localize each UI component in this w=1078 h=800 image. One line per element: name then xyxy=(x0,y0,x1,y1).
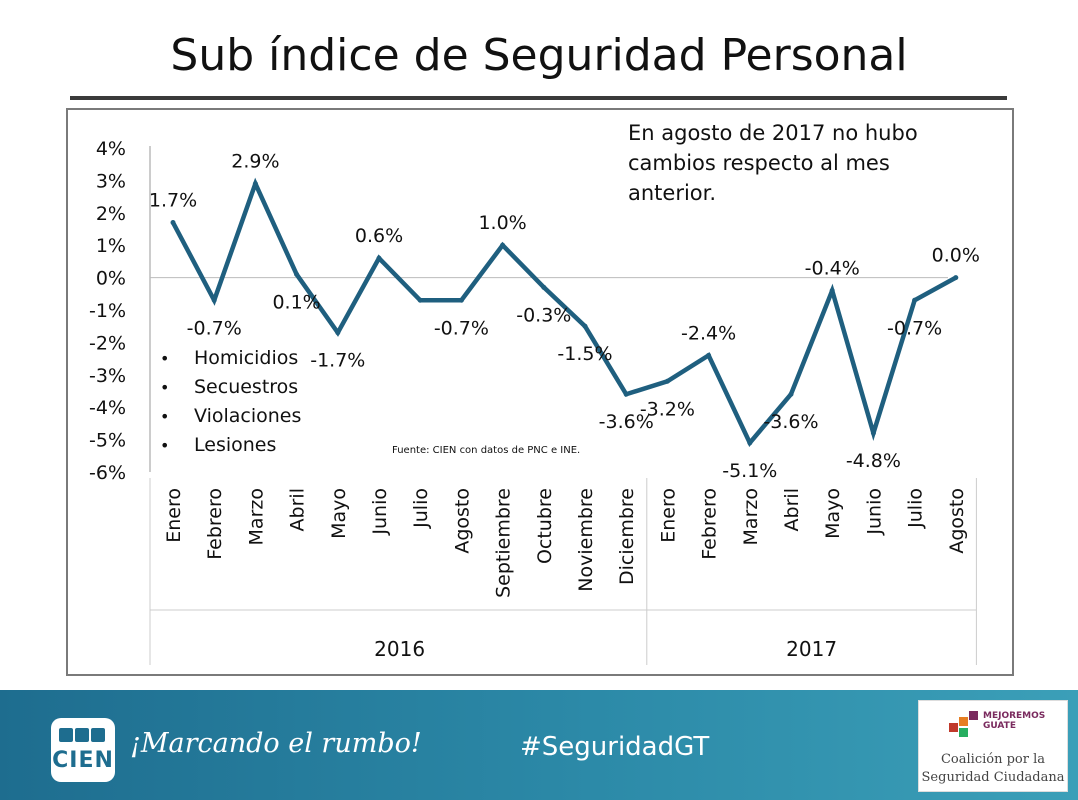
x-tick-label: Diciembre xyxy=(616,488,638,585)
data-label: -0.3% xyxy=(516,304,571,326)
x-tick-label: Marzo xyxy=(740,488,762,545)
x-tick-label: Junio xyxy=(369,488,391,536)
y-tick-label: -1% xyxy=(89,300,126,322)
y-tick-label: -6% xyxy=(89,462,126,484)
x-tick-label: Febrero xyxy=(699,488,721,560)
year-label: 2016 xyxy=(374,637,425,661)
coalition-mark-icon xyxy=(949,711,978,737)
data-point xyxy=(541,284,547,290)
series-line xyxy=(171,177,957,447)
x-tick-label: Marzo xyxy=(245,488,267,545)
data-label: -3.2% xyxy=(640,398,695,420)
data-point xyxy=(829,288,835,294)
data-point xyxy=(747,440,753,446)
logo-text: CIEN xyxy=(52,748,114,773)
coalition-logo: MEJOREMOS GUATE Coalición por la Segurid… xyxy=(918,700,1068,792)
coalition-name-line1: Coalición por la xyxy=(940,752,1045,767)
x-tick-label: Febrero xyxy=(204,488,226,560)
x-tick-label: Noviembre xyxy=(575,488,597,592)
data-label: -0.7% xyxy=(187,317,242,339)
page-title: Sub índice de Seguridad Personal xyxy=(170,30,908,81)
logo-dots-icon xyxy=(59,727,107,746)
data-point xyxy=(211,297,217,303)
data-label: -1.7% xyxy=(310,350,365,372)
legend-item: Violaciones xyxy=(160,402,301,431)
x-tick-label: Enero xyxy=(657,488,679,543)
x-tick-label: Julio xyxy=(905,488,927,529)
cien-logo: CIEN xyxy=(51,718,115,782)
data-label: 2.9% xyxy=(231,151,279,173)
x-tick-label: Septiembre xyxy=(493,488,515,598)
x-tick-label: Enero xyxy=(163,488,185,543)
x-tick-label: Mayo xyxy=(822,488,844,539)
x-tick-label: Abril xyxy=(287,488,309,531)
legend-item: Secuestros xyxy=(160,373,301,402)
data-point xyxy=(252,181,258,187)
coalition-name-line2: Seguridad Ciudadana xyxy=(921,770,1065,785)
legend-item: Homicidios xyxy=(160,344,301,373)
x-tick-label: Abril xyxy=(781,488,803,531)
x-tick-label: Agosto xyxy=(946,488,968,554)
data-label: 0.0% xyxy=(932,245,980,267)
y-tick-label: 0% xyxy=(96,268,126,290)
data-label: -0.4% xyxy=(805,258,860,280)
data-label: -0.7% xyxy=(887,317,942,339)
y-tick-label: 2% xyxy=(96,203,126,225)
x-tick-label: Julio xyxy=(410,488,432,529)
coalition-name: Coalición por la Seguridad Ciudadana xyxy=(919,751,1067,787)
data-label: 0.1% xyxy=(272,291,320,313)
data-point xyxy=(623,391,629,397)
x-tick-label: Junio xyxy=(863,488,885,536)
title-divider xyxy=(70,96,1007,100)
y-tick-label: -4% xyxy=(89,397,126,419)
legend-item: Lesiones xyxy=(160,431,301,460)
y-tick-label: -3% xyxy=(89,365,126,387)
data-label: -5.1% xyxy=(722,460,777,482)
coalition-brand: MEJOREMOS GUATE xyxy=(983,711,1045,731)
x-tick-label: Mayo xyxy=(328,488,350,539)
y-tick-label: 1% xyxy=(96,235,126,257)
y-tick-label: -2% xyxy=(89,332,126,354)
data-point xyxy=(664,378,670,384)
data-point xyxy=(500,242,506,248)
line-chart: 4% 3% 2% 1% 0% -1% -2% -3% -4% -5% -6% Enero Febrero… xyxy=(89,138,980,665)
data-label: -3.6% xyxy=(763,411,818,433)
data-point xyxy=(458,297,464,303)
data-label: -2.4% xyxy=(681,322,736,344)
chart-note: En agosto de 2017 no hubo cambios respec… xyxy=(628,121,918,205)
slogan: ¡Marcando el rumbo! xyxy=(130,728,422,759)
x-tick-label: Agosto xyxy=(451,488,473,554)
y-tick-label: 3% xyxy=(96,170,126,192)
data-label: -4.8% xyxy=(846,450,901,472)
data-point xyxy=(376,255,382,261)
hashtag: #SeguridadGT xyxy=(520,732,710,762)
footer-bar xyxy=(0,690,1078,800)
data-point xyxy=(417,297,423,303)
data-point xyxy=(953,275,959,281)
data-point xyxy=(788,391,794,397)
data-point xyxy=(706,352,712,358)
brand-top: MEJOREMOS xyxy=(983,711,1046,721)
brand-bottom: GUATE xyxy=(983,721,1016,731)
y-tick-label: 4% xyxy=(96,138,126,160)
year-label: 2017 xyxy=(786,637,837,661)
data-label: -3.6% xyxy=(599,411,654,433)
data-label: 1.7% xyxy=(149,190,197,212)
source-note: Fuente: CIEN con datos de PNC e INE. xyxy=(392,445,581,456)
data-label: -1.5% xyxy=(557,343,612,365)
data-point xyxy=(335,330,341,336)
x-tick-label: Octubre xyxy=(534,488,556,564)
y-tick-label: -5% xyxy=(89,430,126,452)
data-point xyxy=(870,430,876,436)
data-point xyxy=(912,297,918,303)
data-label: 0.6% xyxy=(355,225,403,247)
data-point xyxy=(582,323,588,329)
data-point xyxy=(294,271,300,277)
legend-list: Homicidios Secuestros Violaciones Lesion… xyxy=(160,344,301,460)
data-label: -0.7% xyxy=(434,317,489,339)
data-point xyxy=(170,220,176,226)
data-label: 1.0% xyxy=(478,212,526,234)
